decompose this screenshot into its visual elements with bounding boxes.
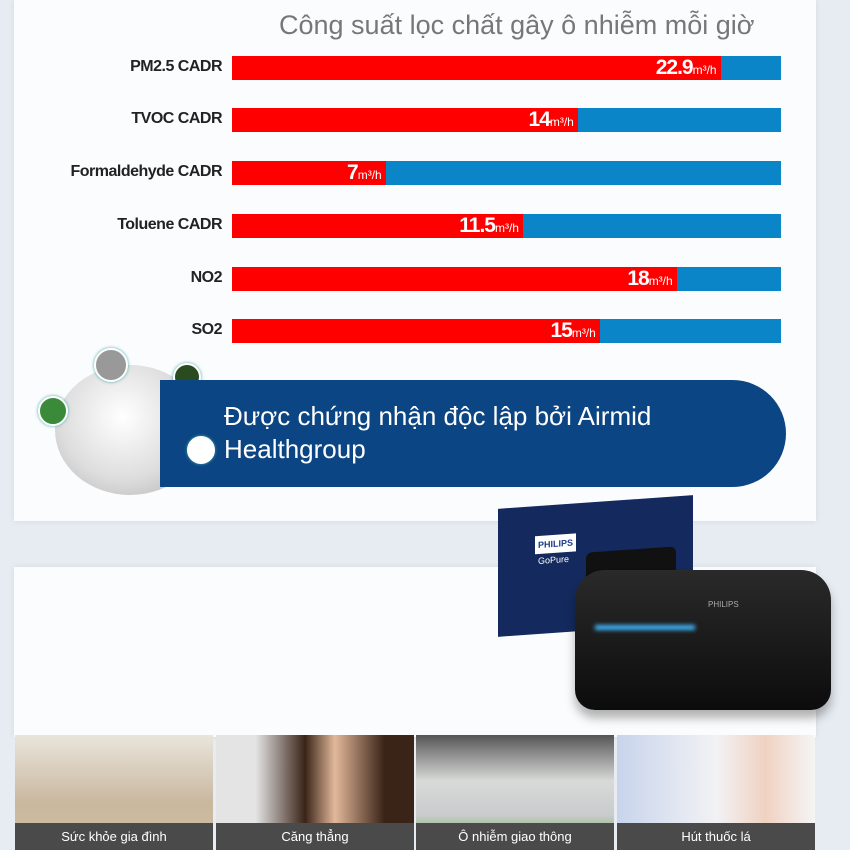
- bar-track: 18m³/h: [232, 267, 781, 291]
- bar: 14m³/h: [232, 108, 578, 132]
- bar-row: PM2.5 CADR 22.9m³/h: [0, 56, 850, 80]
- tile-traffic-pollution: Ô nhiễm giao thông: [416, 735, 614, 850]
- bar-track: 14m³/h: [232, 108, 781, 132]
- chart-title: Công suất lọc chất gây ô nhiễm mỗi giờ: [279, 10, 755, 40]
- bar-row: SO2 15m³/h: [0, 319, 850, 343]
- filter-icon: [187, 436, 215, 464]
- data-label: 15m³/h: [550, 319, 596, 342]
- bar: 7m³/h: [232, 161, 386, 185]
- data-label: 14m³/h: [528, 108, 574, 131]
- certification-banner: [160, 380, 786, 487]
- bar-row: Formaldehyde CADR 7m³/h: [0, 161, 850, 185]
- bar-row: NO2 18m³/h: [0, 267, 850, 291]
- certification-text: Được chứng nhận độc lập bởi Airmid Healt…: [224, 400, 651, 466]
- bar-track: 22.9m³/h: [232, 56, 781, 80]
- bar: 15m³/h: [232, 319, 600, 343]
- certification-line-1: Được chứng nhận độc lập bởi Airmid: [224, 401, 652, 431]
- category-label: PM2.5 CADR: [130, 58, 222, 75]
- bar-track: 11.5m³/h: [232, 214, 781, 238]
- philips-logo: PHILIPS: [535, 533, 577, 555]
- pollutant-icon: [94, 348, 128, 382]
- tile-caption: Căng thẳng: [216, 823, 414, 850]
- category-label: Toluene CADR: [117, 216, 222, 233]
- tile-caption: Hút thuốc lá: [617, 823, 815, 850]
- tile-stress: Căng thẳng: [216, 735, 414, 850]
- bar: 18m³/h: [232, 267, 677, 291]
- bar-track: 15m³/h: [232, 319, 781, 343]
- data-label: 22.9m³/h: [655, 56, 717, 79]
- data-label: 7m³/h: [347, 161, 382, 184]
- tile-smoking: Hút thuốc lá: [617, 735, 815, 850]
- bar: 11.5m³/h: [232, 214, 523, 238]
- tile-family-health: Sức khỏe gia đình: [15, 735, 213, 850]
- bar-row: TVOC CADR 14m³/h: [0, 108, 850, 132]
- tile-caption: Ô nhiễm giao thông: [416, 823, 614, 850]
- pollutant-icon: [38, 396, 68, 426]
- bar-row: Toluene CADR 11.5m³/h: [0, 214, 850, 238]
- category-label: SO2: [191, 321, 222, 338]
- category-label: NO2: [190, 269, 223, 286]
- certification-line-2: Healthgroup: [224, 434, 366, 464]
- data-label: 11.5m³/h: [459, 214, 519, 237]
- tile-caption: Sức khỏe gia đình: [15, 823, 213, 850]
- category-label: TVOC CADR: [131, 110, 222, 127]
- category-label: Formaldehyde CADR: [70, 163, 222, 180]
- air-purifier-image: PHILIPS: [575, 570, 831, 710]
- bar-track: 7m³/h: [232, 161, 781, 185]
- bar: 22.9m³/h: [232, 56, 721, 80]
- data-label: 18m³/h: [627, 267, 673, 290]
- gopure-logo: GoPure: [538, 553, 570, 567]
